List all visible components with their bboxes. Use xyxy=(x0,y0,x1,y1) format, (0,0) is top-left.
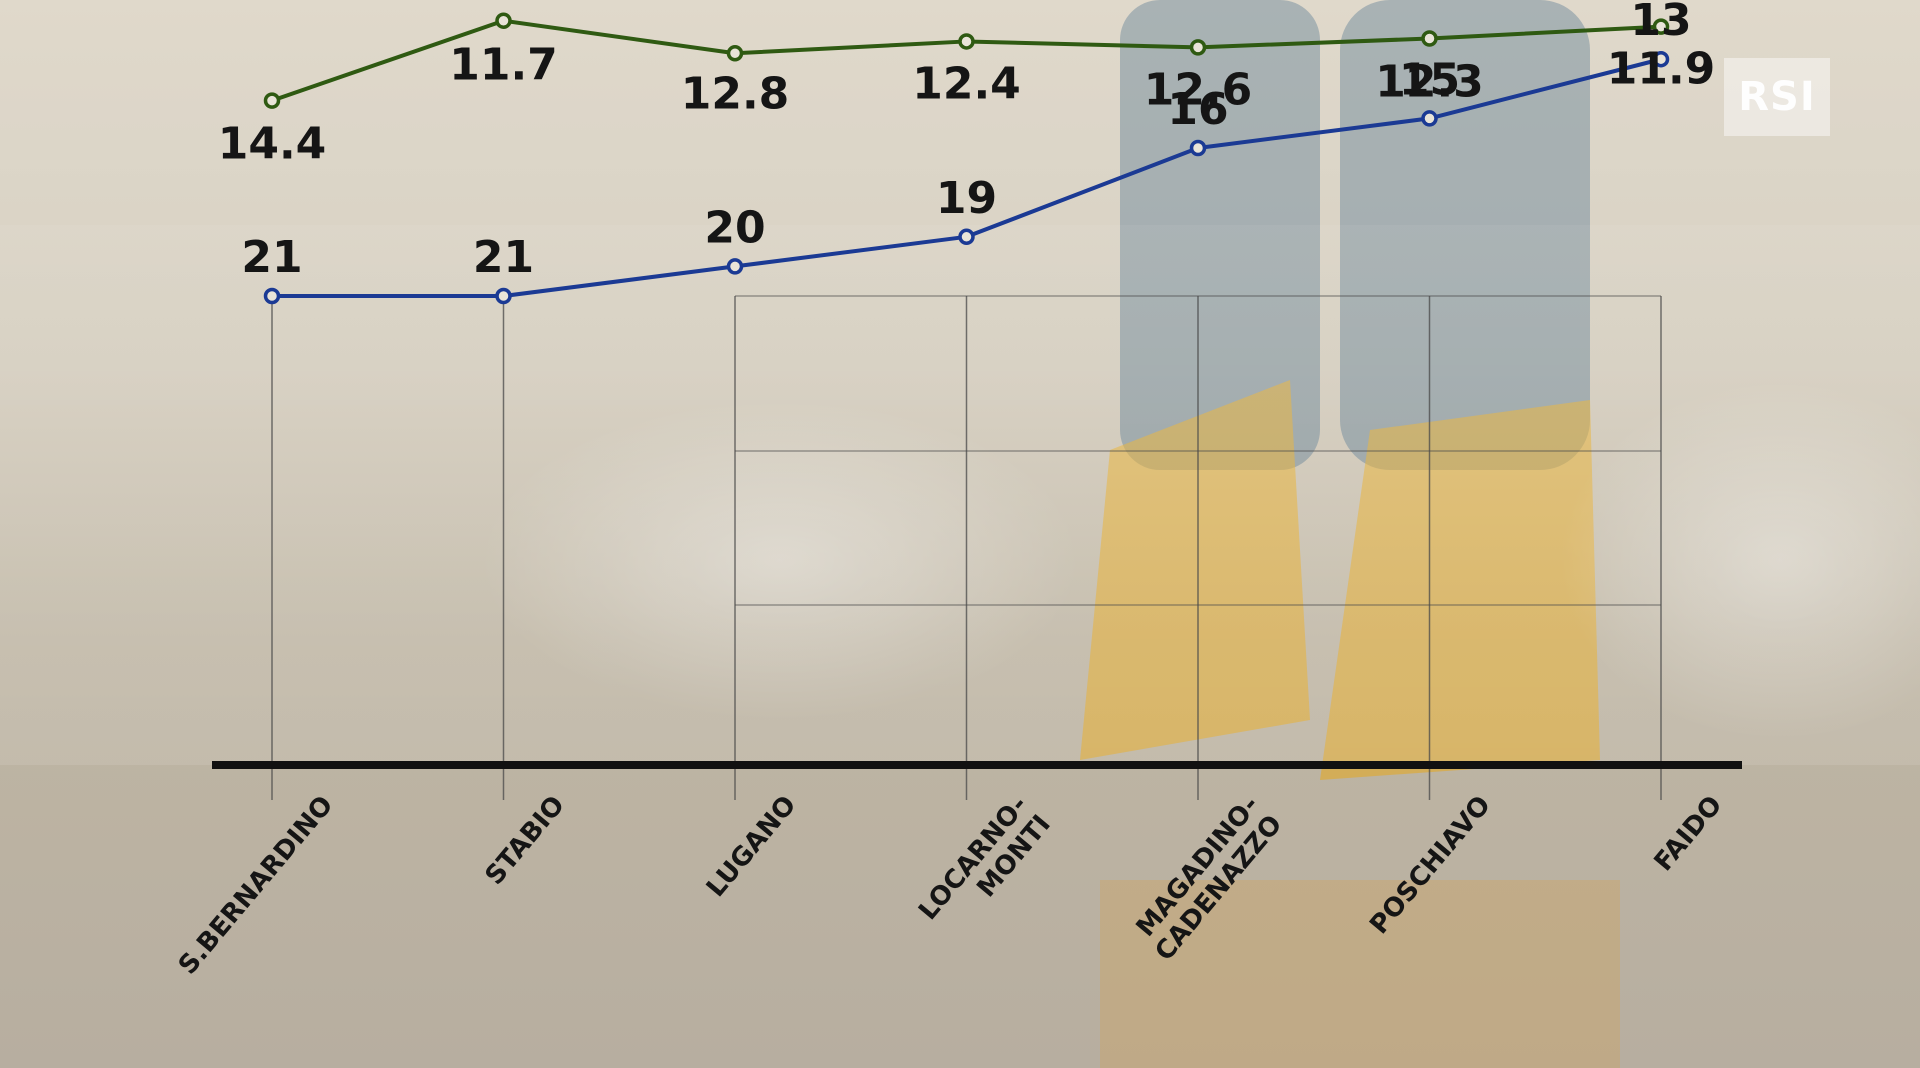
series-green-label-2: 12.8 xyxy=(681,68,790,119)
series-green-point-6 xyxy=(1652,18,1670,35)
series-green-label-1: 11.7 xyxy=(449,40,558,91)
series-blue-label-6: 13 xyxy=(1630,0,1691,46)
category-label-6-line-0: FAIDO xyxy=(1649,790,1729,877)
rsi-logo: RSI xyxy=(1724,58,1830,136)
series-green-label-6: 11.9 xyxy=(1607,44,1716,95)
category-label-0-line-0: S.BERNARDINO xyxy=(173,790,339,980)
category-label-0: S.BERNARDINO xyxy=(173,790,339,980)
data-labels: 21 21 20 19 16 15 13 14.4 11.7 12.8 12.4 12.6 12.3 11… xyxy=(218,0,1716,283)
category-label-5: POSCHIAVO xyxy=(1364,790,1497,940)
category-label-4: MAGADINO-CADENAZZO xyxy=(1131,790,1289,967)
series-blue-label-5: 15 xyxy=(1399,54,1460,105)
series-green-point-2 xyxy=(726,45,744,62)
series-green-point-5 xyxy=(1421,30,1438,47)
series-blue-point-6 xyxy=(1652,50,1670,68)
category-label-1-line-0: STABIO xyxy=(480,790,571,891)
series-green-label-4: 12.6 xyxy=(1144,64,1253,115)
series-blue-point-4 xyxy=(1189,139,1207,157)
category-labels: S.BERNARDINO STABIO LUGANO LOCARNO-MONTI MAG… xyxy=(173,790,1728,980)
series-blue-point-3 xyxy=(958,228,975,246)
series-green-label-3: 12.4 xyxy=(912,58,1021,109)
series-blue-label-4: 16 xyxy=(1167,84,1228,135)
series-green-point-3 xyxy=(958,33,975,50)
category-label-3: LOCARNO-MONTI xyxy=(913,790,1057,926)
series-green-label-0: 14.4 xyxy=(218,119,327,170)
category-label-2: LUGANO xyxy=(701,790,802,903)
series-green-point-1 xyxy=(495,12,512,29)
series-green-label-5: 12.3 xyxy=(1375,56,1484,107)
series-blue-label-3: 19 xyxy=(936,173,997,224)
category-label-6: FAIDO xyxy=(1649,790,1729,877)
series-blue-point-0 xyxy=(263,287,281,305)
series-green-point-4 xyxy=(1189,39,1207,56)
series-blue-label-0: 21 xyxy=(241,232,302,283)
series-blue-point-1 xyxy=(495,287,512,305)
series-green-point-0 xyxy=(263,92,281,109)
series-points xyxy=(263,12,1670,305)
series-blue-label-1: 21 xyxy=(473,232,534,283)
series-blue-point-2 xyxy=(726,258,744,275)
category-label-5-line-0: POSCHIAVO xyxy=(1364,790,1497,940)
series-blue-label-2: 20 xyxy=(704,202,765,253)
category-label-2-line-0: LUGANO xyxy=(701,790,802,903)
series-blue-point-5 xyxy=(1421,110,1438,127)
grid-lines xyxy=(271,295,1662,800)
category-label-1: STABIO xyxy=(480,790,571,891)
